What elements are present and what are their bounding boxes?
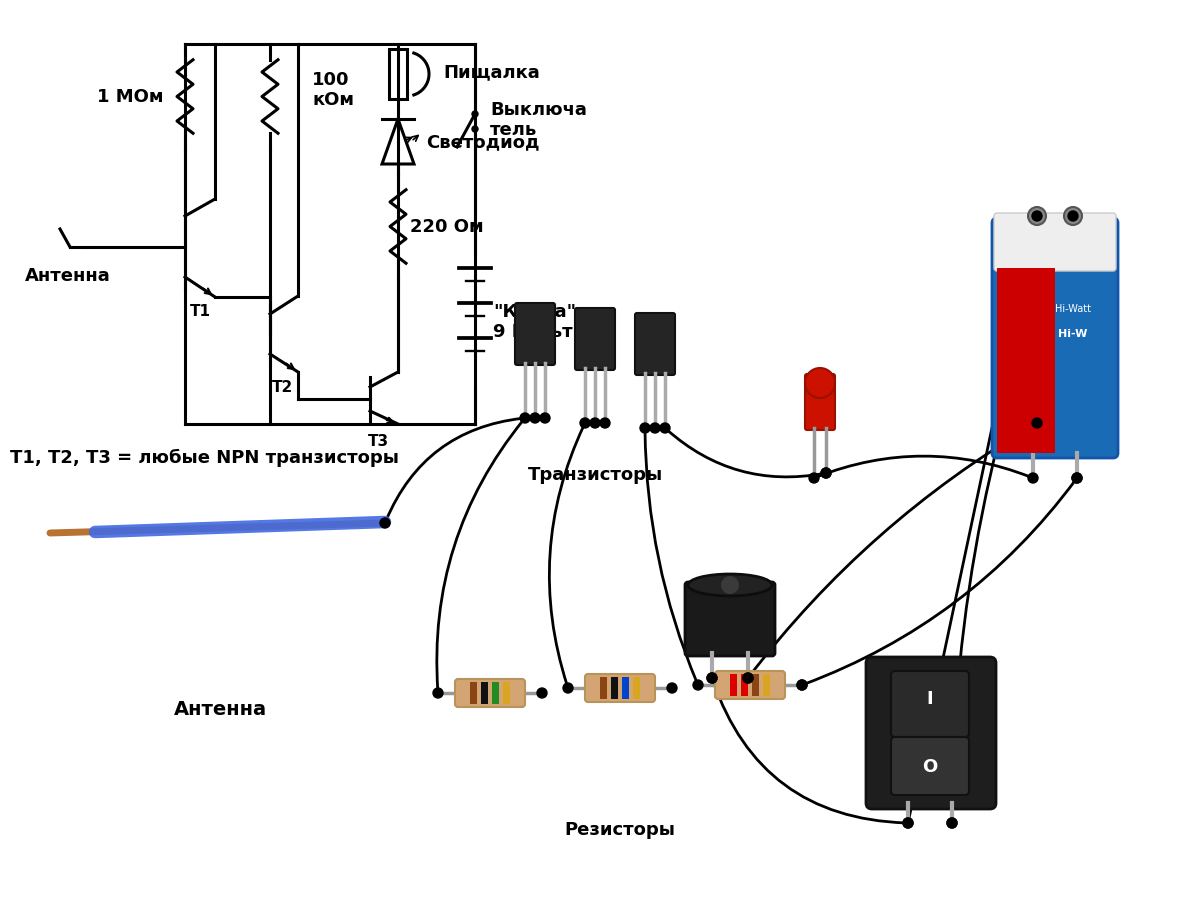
Text: "Крона"
9 Вольт: "Крона" 9 Вольт: [493, 303, 576, 341]
Circle shape: [580, 418, 590, 429]
Circle shape: [1072, 473, 1082, 483]
Circle shape: [640, 424, 650, 433]
FancyBboxPatch shape: [892, 671, 970, 737]
Circle shape: [600, 418, 610, 429]
Text: T1, T2, T3 = любые NPN транзисторы: T1, T2, T3 = любые NPN транзисторы: [10, 449, 400, 467]
Bar: [763, 675, 770, 696]
Circle shape: [1028, 208, 1046, 226]
Circle shape: [590, 418, 600, 429]
Circle shape: [1032, 212, 1042, 222]
Circle shape: [1068, 212, 1078, 222]
Text: +: +: [1068, 210, 1079, 223]
Circle shape: [660, 424, 670, 433]
Text: Антенна: Антенна: [174, 700, 266, 719]
Text: O: O: [923, 757, 937, 775]
Text: Пищалка: Пищалка: [443, 63, 540, 81]
Circle shape: [743, 674, 754, 684]
FancyBboxPatch shape: [575, 309, 616, 370]
Bar: [389, 50, 407, 100]
Circle shape: [797, 680, 808, 690]
Circle shape: [472, 126, 478, 133]
Text: I: I: [926, 689, 934, 707]
FancyBboxPatch shape: [586, 675, 655, 703]
Circle shape: [520, 414, 530, 424]
Text: −: −: [1032, 210, 1043, 223]
Bar: [742, 675, 748, 696]
Circle shape: [707, 674, 718, 684]
Circle shape: [538, 688, 547, 698]
FancyBboxPatch shape: [866, 657, 996, 809]
Circle shape: [380, 518, 390, 528]
Circle shape: [1072, 473, 1082, 483]
Text: Транзисторы: Транзисторы: [527, 465, 662, 483]
Circle shape: [530, 414, 540, 424]
Circle shape: [540, 414, 550, 424]
Text: T2: T2: [272, 379, 293, 394]
Circle shape: [667, 684, 677, 694]
Circle shape: [1064, 208, 1082, 226]
FancyBboxPatch shape: [685, 582, 775, 656]
Circle shape: [947, 818, 958, 828]
FancyBboxPatch shape: [992, 219, 1118, 459]
Circle shape: [743, 674, 754, 684]
Text: Антенна: Антенна: [25, 266, 110, 284]
Circle shape: [904, 818, 913, 828]
Bar: [503, 683, 510, 704]
Circle shape: [1032, 418, 1042, 429]
Bar: [622, 677, 629, 699]
Bar: [997, 269, 1055, 453]
Text: 220 Ом: 220 Ом: [410, 218, 484, 236]
Bar: [600, 677, 607, 699]
Circle shape: [821, 469, 832, 479]
FancyBboxPatch shape: [715, 671, 785, 699]
Circle shape: [650, 424, 660, 433]
Text: Резисторы: Резисторы: [564, 820, 676, 838]
Text: Hi-W: Hi-W: [1058, 329, 1087, 339]
Circle shape: [809, 473, 820, 483]
Ellipse shape: [805, 368, 835, 398]
FancyBboxPatch shape: [515, 303, 556, 366]
Text: Hi-Watt: Hi-Watt: [1055, 303, 1091, 313]
Circle shape: [694, 680, 703, 690]
Bar: [611, 677, 618, 699]
FancyBboxPatch shape: [455, 679, 526, 707]
Bar: [730, 675, 737, 696]
Text: T1: T1: [190, 304, 211, 319]
Bar: [634, 677, 640, 699]
Circle shape: [797, 680, 808, 690]
FancyBboxPatch shape: [635, 313, 676, 376]
Bar: [481, 683, 488, 704]
FancyBboxPatch shape: [892, 737, 970, 796]
Text: 1 МОм: 1 МОм: [97, 88, 163, 106]
Circle shape: [947, 818, 958, 828]
Bar: [492, 683, 499, 704]
Text: 100
кОм: 100 кОм: [312, 70, 354, 109]
Circle shape: [721, 576, 739, 594]
Bar: [752, 675, 760, 696]
Circle shape: [1028, 473, 1038, 483]
Bar: [470, 683, 478, 704]
Circle shape: [707, 674, 718, 684]
Text: T3: T3: [368, 434, 389, 449]
FancyBboxPatch shape: [994, 214, 1116, 272]
Ellipse shape: [688, 574, 772, 596]
FancyBboxPatch shape: [805, 375, 835, 431]
Circle shape: [472, 112, 478, 118]
Text: Светодиод: Светодиод: [426, 133, 540, 151]
Circle shape: [821, 469, 832, 479]
Circle shape: [433, 688, 443, 698]
Circle shape: [563, 684, 574, 694]
Circle shape: [904, 818, 913, 828]
Text: Выключа
тель: Выключа тель: [490, 100, 587, 139]
